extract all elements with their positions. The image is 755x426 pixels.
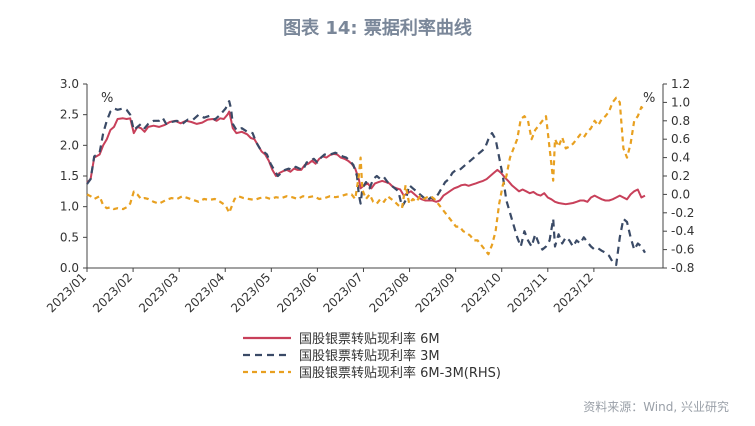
x-tick-label: 2023/08 [367, 270, 412, 315]
left-tick-label: 3.0 [60, 77, 79, 91]
x-tick-label: 2023/03 [136, 270, 181, 315]
right-tick-label: -0.2 [671, 206, 694, 220]
left-tick-label: 0.5 [60, 230, 79, 244]
right-tick-label: 0.2 [671, 169, 690, 183]
x-tick-label: 2023/01 [44, 270, 89, 315]
right-tick-label: 0.8 [671, 114, 690, 128]
legend-label-1: 国股银票转贴现利率 6M [299, 331, 440, 347]
x-tick-label: 2023/09 [413, 270, 458, 315]
x-tick-label: 2023/10 [459, 270, 504, 315]
right-tick-label: 1.0 [671, 95, 690, 109]
x-tick-label: 2023/05 [228, 270, 273, 315]
legend-label-3: 国股银票转贴现利率 6M-3M(RHS) [299, 365, 501, 381]
left-unit-label: % [101, 91, 113, 106]
series-line-3 [86, 96, 646, 256]
left-tick-label: 2.5 [60, 108, 79, 122]
right-tick-label: 0.0 [671, 187, 690, 201]
series-line-1 [86, 110, 646, 206]
right-tick-label: 0.4 [671, 151, 690, 165]
x-tick-label: 2023/11 [505, 270, 550, 315]
left-tick-label: 1.5 [60, 169, 79, 183]
right-unit-label: % [643, 91, 655, 106]
legend-label-2: 国股银票转贴现利率 3M [299, 348, 440, 364]
x-tick-label: 2023/04 [182, 270, 227, 315]
source-note: 资料来源：Wind, 兴业研究 [583, 400, 729, 414]
x-tick-label: 2023/12 [551, 270, 596, 315]
series-line-2 [86, 100, 646, 266]
left-tick-label: 2.0 [60, 138, 79, 152]
chart-title: 图表 14: 票据利率曲线 [283, 18, 472, 39]
right-tick-label: -0.4 [671, 224, 694, 238]
x-tick-label: 2023/07 [320, 270, 365, 315]
left-tick-label: 0.0 [60, 261, 79, 275]
x-tick-label: 2023/02 [90, 270, 135, 315]
x-tick-label: 2023/06 [274, 270, 319, 315]
right-tick-label: 1.2 [671, 77, 690, 91]
right-tick-label: -0.8 [671, 261, 694, 275]
left-tick-label: 1.0 [60, 200, 79, 214]
right-tick-label: 0.6 [671, 132, 690, 146]
right-tick-label: -0.6 [671, 243, 694, 257]
